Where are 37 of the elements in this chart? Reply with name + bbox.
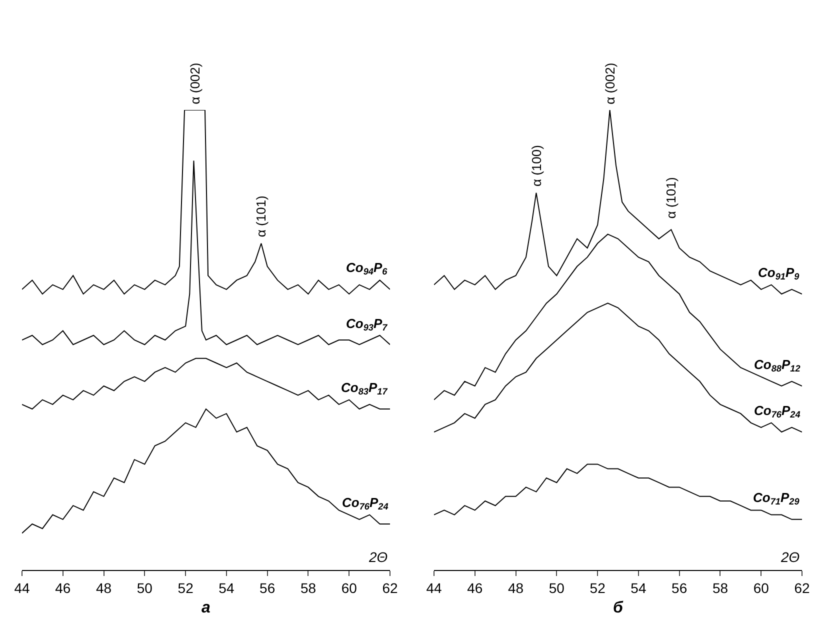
x-tick-label: 54 xyxy=(630,580,646,596)
text: а xyxy=(202,600,211,616)
x-tick-label: 54 xyxy=(218,580,234,596)
series-label: Co$_{91}$P$_{9}$ xyxy=(758,265,800,282)
x-tick-label: 58 xyxy=(712,580,728,596)
x-axis-title: 2Θ xyxy=(368,549,388,565)
x-tick-label: 60 xyxy=(341,580,358,596)
x-tick-label: 46 xyxy=(467,580,483,596)
x-tick-label: 44 xyxy=(14,580,30,596)
annotation: α (101) xyxy=(253,196,268,238)
series-label: Co$_{71}$P$_{29}$ xyxy=(753,490,800,507)
x-tick-label: 56 xyxy=(672,580,688,596)
x-tick-label: 62 xyxy=(794,580,810,596)
series-label: Co$_{93}$P$_{7}$ xyxy=(346,316,388,333)
x-tick-label: 44 xyxy=(426,580,442,596)
x-tick-label: 58 xyxy=(300,580,316,596)
series-label: Co$_{94}$P$_{6}$ xyxy=(346,260,388,277)
x-tick-label: 52 xyxy=(590,580,606,596)
annotation: α (002) xyxy=(187,62,202,104)
x-tick-label: 52 xyxy=(178,580,194,596)
text: б xyxy=(613,600,624,616)
x-axis-title: 2Θ xyxy=(780,549,800,565)
x-tick-label: 50 xyxy=(548,580,565,596)
annotation: α (101) xyxy=(664,177,679,219)
annotation: α (002) xyxy=(602,62,618,104)
annotation: α (100) xyxy=(528,145,544,187)
x-tick-label: 62 xyxy=(382,580,398,596)
series-label: Co$_{76}$P$_{24}$ xyxy=(342,495,388,512)
series-label: Co$_{83}$P$_{17}$ xyxy=(341,380,388,397)
series-label: Co$_{76}$P$_{24}$ xyxy=(754,403,800,420)
x-tick-label: 50 xyxy=(136,580,153,596)
x-tick-label: 48 xyxy=(96,580,112,596)
x-tick-label: 46 xyxy=(55,580,71,596)
series-label: Co$_{88}$P$_{12}$ xyxy=(754,357,800,374)
x-tick-label: 56 xyxy=(260,580,276,596)
x-tick-label: 48 xyxy=(508,580,524,596)
x-tick-label: 60 xyxy=(753,580,770,596)
